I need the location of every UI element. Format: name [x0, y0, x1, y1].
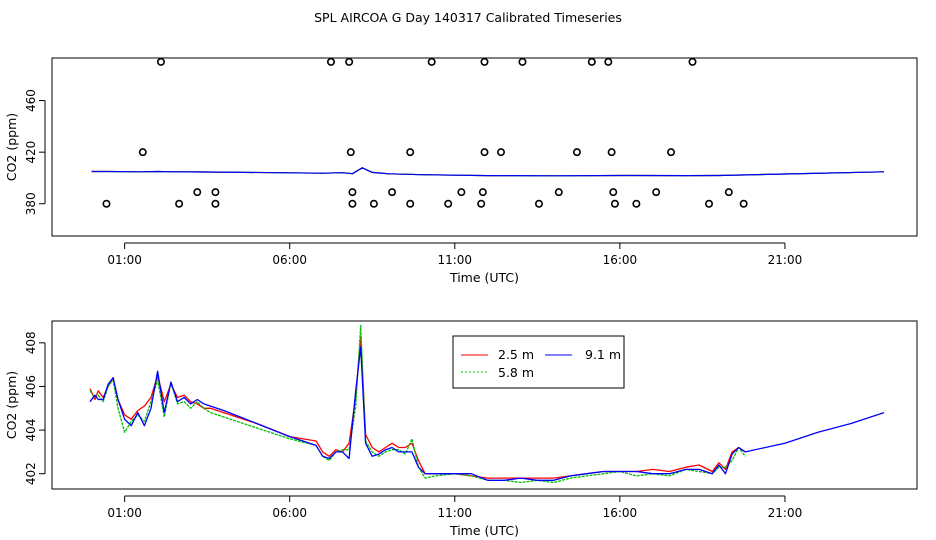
flag-point [388, 188, 397, 197]
flag-point [406, 148, 415, 157]
plot-frame [51, 320, 918, 490]
x-tick-label: 21:00 [768, 253, 803, 267]
flag-point [518, 57, 527, 66]
series-line-9-1-m [91, 167, 885, 177]
flag-point [427, 57, 436, 66]
y-axis-label: CO2 (ppm) [4, 113, 19, 181]
y-tick-label: 404 [24, 419, 38, 442]
series-lines [91, 167, 885, 177]
flag-point [346, 148, 355, 157]
x-axis: 01:00 06:00 11:00 16:00 21:00 [107, 495, 803, 520]
flag-point [211, 199, 220, 208]
x-tick-label: 16:00 [603, 506, 638, 520]
y-axis-label: CO2 (ppm) [4, 371, 19, 439]
legend-label-5-8m: 5.8 m [498, 365, 534, 380]
flag-point [156, 57, 165, 66]
flag-point [175, 199, 184, 208]
x-tick-label: 11:00 [437, 506, 472, 520]
y-tick-label: 460 [24, 89, 38, 112]
flag-point [477, 199, 486, 208]
x-tick-label: 11:00 [437, 253, 472, 267]
y-axis: 402 404 406 408 [24, 331, 46, 485]
series-line-9-1-m [89, 346, 885, 481]
flag-point [211, 188, 220, 197]
flag-point [724, 188, 733, 197]
y-tick-label: 402 [24, 462, 38, 485]
figure-title: SPL AIRCOA G Day 140317 Calibrated Times… [314, 10, 622, 25]
co2-panel: 01:00 06:00 11:00 16:00 21:00 402 404 406 408 T… [4, 320, 918, 538]
flag-point [478, 188, 487, 197]
x-tick-label: 21:00 [768, 506, 803, 520]
flags-panel: 01:00 06:00 11:00 16:00 21:00 380 420 460 Time… [4, 57, 918, 285]
legend: 2.5 m 5.8 m 9.1 m [452, 335, 625, 389]
flag-points [102, 57, 748, 208]
x-tick-label: 16:00 [603, 253, 638, 267]
x-axis-label: Time (UTC) [449, 270, 519, 285]
flag-point [607, 148, 616, 157]
y-tick-label: 406 [24, 375, 38, 398]
y-tick-label: 408 [24, 331, 38, 354]
series-line-2-5-m [89, 335, 746, 479]
y-tick-label: 380 [24, 192, 38, 215]
flag-point [609, 188, 618, 197]
x-tick-label: 01:00 [107, 253, 142, 267]
flag-point [572, 148, 581, 157]
legend-label-2-5m: 2.5 m [498, 347, 534, 362]
plot-frame [51, 57, 918, 237]
flag-point [457, 188, 466, 197]
x-tick-label: 01:00 [107, 506, 142, 520]
flag-point [444, 199, 453, 208]
flag-point [497, 148, 506, 157]
flag-point [345, 57, 354, 66]
flag-point [369, 199, 378, 208]
x-tick-label: 06:00 [272, 506, 307, 520]
series-lines [89, 324, 885, 484]
flag-point [554, 188, 563, 197]
legend-label-9-1m: 9.1 m [585, 347, 621, 362]
x-axis-label: Time (UTC) [449, 523, 519, 538]
flag-point [480, 148, 489, 157]
flag-point [705, 199, 714, 208]
legend-box [452, 335, 625, 389]
flag-point [480, 57, 489, 66]
x-tick-label: 06:00 [272, 253, 307, 267]
flag-point [587, 57, 596, 66]
flag-point [348, 188, 357, 197]
flag-point [667, 148, 676, 157]
flag-point [688, 57, 697, 66]
flag-point [604, 57, 613, 66]
flag-point [610, 199, 619, 208]
x-axis: 01:00 06:00 11:00 16:00 21:00 [107, 242, 803, 267]
flag-point [348, 199, 357, 208]
flag-point [632, 199, 641, 208]
y-axis: 380 420 460 [24, 89, 46, 215]
y-tick-label: 420 [24, 141, 38, 164]
flag-point [406, 199, 415, 208]
flag-point [739, 199, 748, 208]
flag-point [193, 188, 202, 197]
flag-point [652, 188, 661, 197]
flag-point [326, 57, 335, 66]
flag-point [138, 148, 147, 157]
flag-point [534, 199, 543, 208]
flag-point [102, 199, 111, 208]
